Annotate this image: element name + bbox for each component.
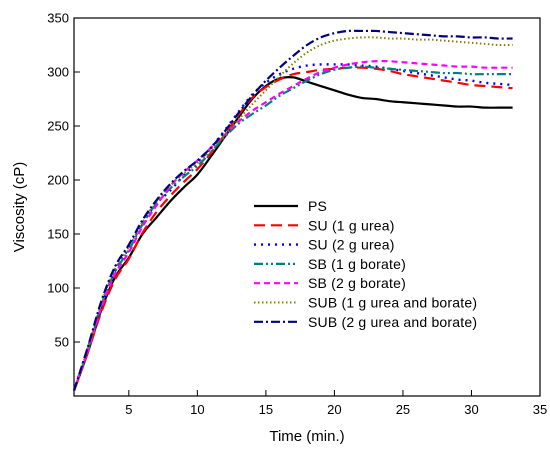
x-tick-label: 35 bbox=[533, 402, 547, 417]
legend-label-4: SB (1 g borate) bbox=[308, 256, 406, 272]
series-line-7 bbox=[72, 29, 513, 391]
x-axis-title: Time (min.) bbox=[269, 428, 344, 445]
legend-label-7: SUB (2 g urea and borate) bbox=[308, 314, 477, 330]
y-axis-title: Viscosity (cP) bbox=[11, 162, 28, 253]
series-line-3 bbox=[72, 63, 513, 391]
y-tick-label: 250 bbox=[47, 119, 69, 134]
series-line-6 bbox=[73, 36, 513, 391]
y-tick-label: 50 bbox=[55, 335, 69, 350]
y-axis-ticks: 50 100 150 200 250 300 350 bbox=[47, 11, 80, 350]
series-line-4 bbox=[72, 65, 513, 391]
legend-label-6: SUB (1 g urea and borate) bbox=[308, 295, 477, 311]
legend-label-1: PS bbox=[308, 198, 327, 214]
legend-label-2: SU (1 g urea) bbox=[308, 217, 395, 233]
x-tick-label: 5 bbox=[125, 402, 132, 417]
x-tick-label: 20 bbox=[327, 402, 341, 417]
y-tick-label: 150 bbox=[47, 227, 69, 242]
x-tick-label: 10 bbox=[190, 402, 204, 417]
y-tick-label: 350 bbox=[47, 11, 69, 26]
legend-label-3: SU (2 g urea) bbox=[308, 237, 395, 253]
plot-area bbox=[73, 17, 541, 397]
y-tick-label: 100 bbox=[47, 281, 69, 296]
y-tick-label: 200 bbox=[47, 173, 69, 188]
series-lines bbox=[72, 29, 513, 391]
x-tick-label: 15 bbox=[259, 402, 273, 417]
series-line-2 bbox=[72, 66, 513, 391]
series-line-1 bbox=[72, 76, 513, 391]
legend-label-5: SB (2 g borate) bbox=[308, 275, 406, 291]
x-tick-label: 30 bbox=[464, 402, 478, 417]
y-tick-label: 300 bbox=[47, 65, 69, 80]
legend: PS SU (1 g urea) SU (2 g urea) SB (1 g bora… bbox=[254, 198, 477, 330]
x-tick-label: 25 bbox=[396, 402, 410, 417]
x-axis-ticks: 5 10 15 20 25 30 35 bbox=[125, 390, 547, 417]
